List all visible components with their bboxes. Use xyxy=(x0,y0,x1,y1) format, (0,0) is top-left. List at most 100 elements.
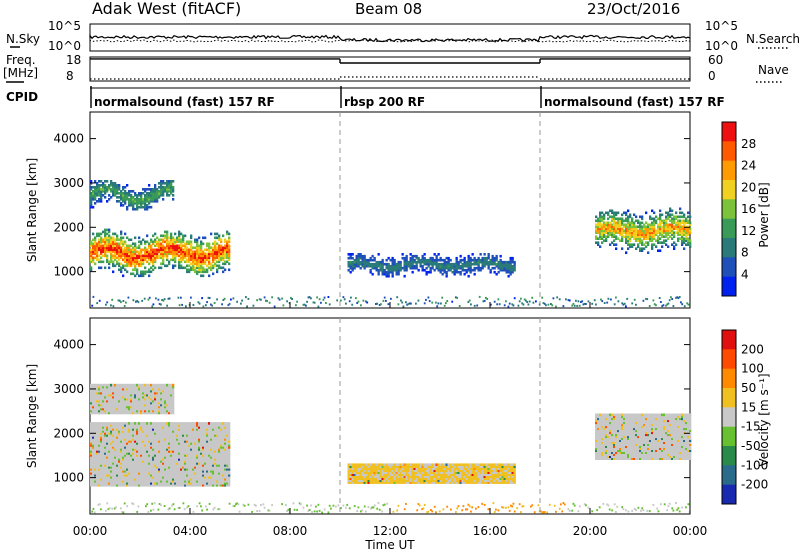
data-cell xyxy=(218,480,221,483)
data-cell xyxy=(104,244,107,248)
data-cell xyxy=(180,436,183,439)
data-cell xyxy=(140,462,143,465)
data-cell xyxy=(106,188,109,191)
data-cell xyxy=(629,225,632,229)
data-cell xyxy=(124,202,127,205)
data-cell xyxy=(601,229,604,233)
data-cell xyxy=(186,270,189,274)
data-cell xyxy=(607,213,610,217)
data-cell xyxy=(369,258,372,262)
data-cell xyxy=(90,411,93,415)
data-cell xyxy=(347,253,350,256)
data-cell xyxy=(363,264,366,268)
data-cell xyxy=(210,462,213,465)
data-cell xyxy=(403,260,406,264)
data-cell xyxy=(100,232,103,236)
data-cell xyxy=(489,260,492,264)
data-cell xyxy=(214,454,217,457)
data-cell xyxy=(104,478,107,481)
data-cell xyxy=(92,403,95,407)
data-cell xyxy=(154,456,157,459)
data-cell xyxy=(597,243,600,246)
data-cell xyxy=(437,262,440,266)
data-cell xyxy=(681,237,684,240)
data-cell xyxy=(210,472,213,475)
data-cell xyxy=(92,462,95,465)
data-cell xyxy=(190,462,193,465)
data-cell xyxy=(184,244,187,248)
data-cell xyxy=(511,260,514,264)
data-cell xyxy=(204,474,207,477)
data-cell xyxy=(184,480,187,483)
data-cell xyxy=(154,254,157,258)
data-cell xyxy=(351,262,354,266)
data-cell xyxy=(104,186,107,189)
data-cell xyxy=(136,198,139,201)
data-cell xyxy=(146,248,149,252)
data-cell xyxy=(190,424,193,427)
data-cell xyxy=(174,432,177,435)
data-cell xyxy=(675,211,678,215)
data-cell xyxy=(90,202,93,205)
data-cell xyxy=(100,192,103,195)
data-cell xyxy=(601,217,604,221)
data-cell xyxy=(130,454,133,457)
data-cell xyxy=(132,482,135,485)
data-cell xyxy=(174,466,177,469)
data-cell xyxy=(174,484,177,487)
data-cell xyxy=(200,266,203,270)
ground-cell xyxy=(520,297,522,300)
data-cell xyxy=(597,227,600,231)
data-cell xyxy=(631,223,634,227)
data-cell xyxy=(421,268,424,272)
data-cell xyxy=(106,238,109,242)
data-cell xyxy=(130,444,133,447)
data-cell xyxy=(208,480,211,483)
data-cell xyxy=(210,468,213,471)
data-cell xyxy=(228,434,231,437)
data-cell xyxy=(220,482,223,485)
data-cell xyxy=(114,430,117,433)
data-cell xyxy=(615,231,618,234)
data-cell xyxy=(120,190,123,193)
data-cell xyxy=(212,264,215,268)
data-cell xyxy=(108,472,111,475)
data-cell xyxy=(126,194,129,197)
ground-cell xyxy=(105,303,107,306)
data-cell xyxy=(106,484,109,487)
data-cell xyxy=(160,448,163,451)
data-cell xyxy=(144,474,147,477)
colorbar-swatch xyxy=(722,122,736,142)
ground-cell xyxy=(106,301,109,304)
ground-cell xyxy=(271,296,273,299)
data-cell xyxy=(146,254,149,258)
ground-cell xyxy=(476,304,479,307)
data-cell xyxy=(453,270,456,274)
data-cell xyxy=(140,434,143,437)
data-cell xyxy=(206,268,209,272)
data-cell xyxy=(142,270,145,274)
data-cell xyxy=(162,238,165,242)
ground-cell xyxy=(308,296,311,299)
data-cell xyxy=(168,422,171,425)
data-cell xyxy=(152,234,155,238)
data-cell xyxy=(206,468,209,471)
data-cell xyxy=(154,462,157,465)
data-cell xyxy=(609,231,612,234)
data-cell xyxy=(196,264,199,268)
data-cell xyxy=(637,239,640,242)
data-cell xyxy=(218,452,221,455)
data-cell xyxy=(365,260,368,264)
data-cell xyxy=(228,474,231,477)
data-cell xyxy=(116,426,119,429)
data-cell xyxy=(218,464,221,467)
data-cell xyxy=(118,442,121,445)
data-cell xyxy=(363,260,366,264)
data-cell xyxy=(224,434,227,437)
data-cell xyxy=(130,482,133,485)
data-cell xyxy=(621,231,624,234)
data-cell xyxy=(431,264,434,268)
data-cell xyxy=(126,460,129,463)
data-cell xyxy=(385,264,388,268)
data-cell xyxy=(94,462,97,465)
